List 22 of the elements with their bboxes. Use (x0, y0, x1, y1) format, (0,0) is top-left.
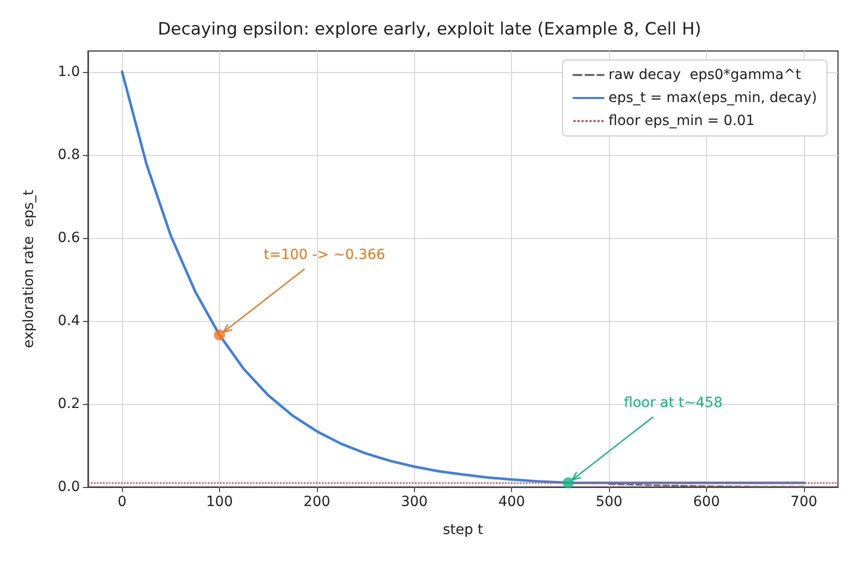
legend-label: raw decay eps0*gamma^t (608, 67, 802, 83)
y-tick-label: 0.4 (58, 312, 80, 329)
x-tick-label: 700 (790, 494, 818, 510)
x-axis-title: step t (442, 522, 484, 538)
y-tick-label: 0.0 (58, 479, 80, 495)
y-axis-title: exploration rate eps_t (21, 189, 37, 348)
y-tick-label: 1.0 (58, 64, 80, 80)
annotation: floor at t~458 (624, 394, 723, 411)
chart-title: Decaying epsilon: explore early, exploit late (Example 8, Cell H) (158, 20, 702, 40)
x-tick-label: 500 (596, 494, 622, 510)
x-tick-label: 100 (206, 494, 233, 510)
x-tick-label: 400 (498, 494, 526, 510)
legend-label: eps_t = max(eps_min, decay) (608, 90, 818, 106)
x-tick-label: 600 (693, 494, 720, 510)
x-tick-label: 300 (400, 494, 428, 510)
y-tick-label: 0.6 (58, 230, 80, 246)
x-tick-label: 0 (118, 494, 127, 510)
x-tick-label: 200 (304, 494, 330, 510)
legend-label: floor eps_min = 0.01 (608, 113, 755, 129)
y-tick-label: 0.8 (58, 146, 80, 163)
annotation: t=100 -> ~0.366 (264, 247, 386, 264)
y-tick-label: 0.2 (58, 396, 80, 412)
